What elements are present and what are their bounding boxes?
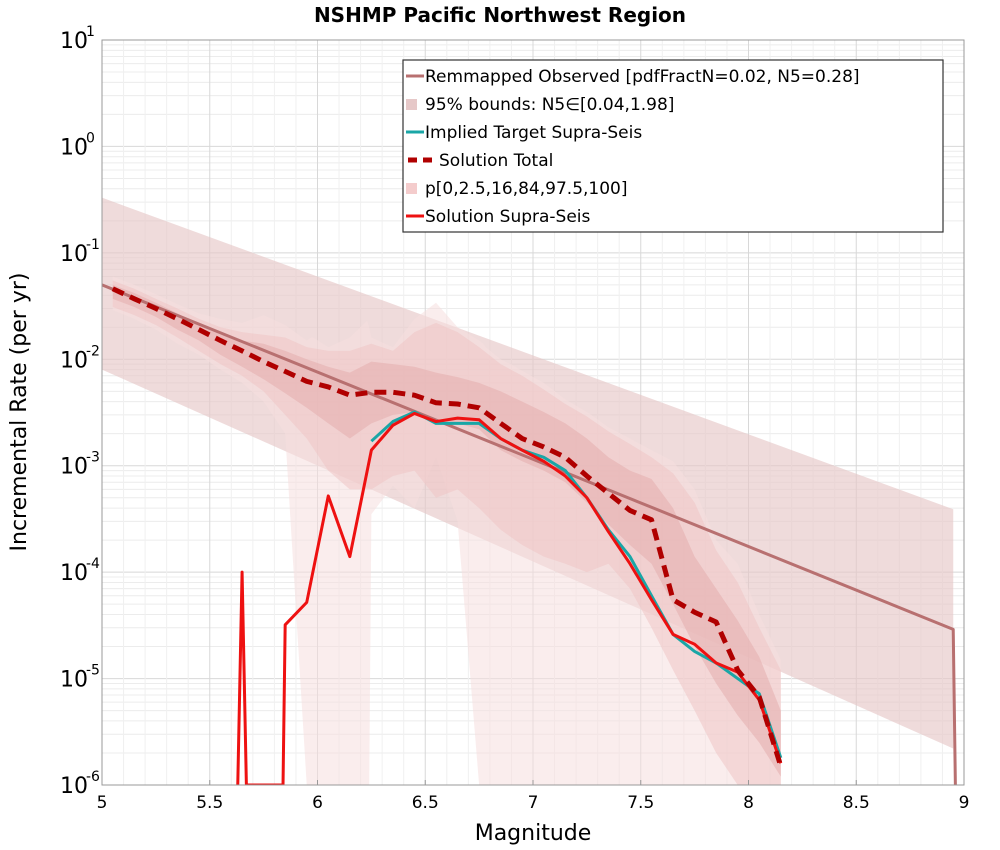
- band-16-84: [112, 284, 781, 777]
- legend: Remmapped Observed [pdfFractN=0.02, N5=0…: [402, 59, 944, 233]
- series-lines: [102, 283, 957, 785]
- y-tick: 10-5: [60, 663, 100, 693]
- series-line-remmapped-observed-pdffractn-0-02-n5-0-28: [102, 283, 957, 785]
- series-line-solution-total: [111, 286, 784, 768]
- x-tick-label: 8: [743, 793, 754, 813]
- legend-swatch: [406, 99, 417, 110]
- legend-label: Solution Supra-Seis: [425, 207, 591, 227]
- y-tick-base: 10: [60, 561, 88, 586]
- y-axis-label: Incremental Rate (per yr): [7, 273, 32, 552]
- y-tick: 10-1: [60, 237, 100, 267]
- bands: [102, 197, 954, 785]
- y-tick-exponent: -1: [86, 237, 100, 253]
- legend-item: p[0,2.5,16,84,97.5,100]: [406, 179, 628, 199]
- legend-label: Implied Target Supra-Seis: [425, 123, 642, 143]
- y-tick: 101: [60, 24, 95, 54]
- y-tick-base: 10: [60, 29, 88, 54]
- band-2-5-97-5: [112, 280, 781, 785]
- x-tick-label: 7: [528, 793, 539, 813]
- x-axis-label: Magnitude: [475, 821, 592, 846]
- x-axis-ticks: 5 5.5 6 6.5 7 7.5 8 8.5 9: [97, 780, 970, 813]
- legend-label: Solution Total: [439, 151, 553, 171]
- y-tick-exponent: -6: [86, 769, 100, 785]
- y-tick-base: 10: [60, 348, 88, 373]
- x-tick-label: 6.5: [412, 793, 439, 813]
- y-tick: 10-6: [60, 769, 100, 799]
- chart-title: NSHMP Pacific Northwest Region: [314, 3, 686, 27]
- y-tick: 10-4: [60, 556, 100, 586]
- legend-box: [402, 59, 944, 233]
- y-tick-base: 10: [60, 455, 88, 480]
- y-tick: 10-2: [60, 343, 100, 373]
- y-tick-exponent: -2: [86, 343, 100, 359]
- legend-label: p[0,2.5,16,84,97.5,100]: [425, 179, 628, 199]
- x-tick-label: 6: [312, 793, 323, 813]
- legend-item: Solution Supra-Seis: [406, 207, 591, 227]
- legend-label: 95% bounds: N5∈[0.04,1.98]: [425, 95, 674, 115]
- y-tick-exponent: -3: [86, 450, 100, 466]
- legend-item: Implied Target Supra-Seis: [406, 123, 642, 143]
- y-tick-exponent: -5: [86, 663, 100, 679]
- legend-swatch: [406, 183, 417, 194]
- legend-item: Remmapped Observed [pdfFractN=0.02, N5=0…: [406, 67, 860, 87]
- y-tick-exponent: -4: [86, 556, 100, 572]
- x-tick-label: 7.5: [627, 793, 654, 813]
- y-tick-exponent: 1: [86, 24, 95, 40]
- x-tick-label: 8.5: [843, 793, 870, 813]
- y-tick-base: 10: [60, 668, 88, 693]
- x-tick-label: 9: [959, 793, 970, 813]
- y-tick: 100: [60, 130, 95, 160]
- legend-item: 95% bounds: N5∈[0.04,1.98]: [406, 95, 674, 115]
- legend-item: Solution Total: [408, 151, 553, 171]
- y-tick-base: 10: [60, 242, 88, 267]
- legend-label: Remmapped Observed [pdfFractN=0.02, N5=0…: [425, 67, 860, 87]
- y-tick-exponent: 0: [86, 130, 95, 146]
- x-tick-label: 5: [97, 793, 108, 813]
- series-line-solution-supra-seis: [236, 411, 783, 785]
- y-tick-base: 10: [60, 774, 88, 799]
- x-tick-label: 5.5: [196, 793, 223, 813]
- y-tick-base: 10: [60, 135, 88, 160]
- y-tick: 10-3: [60, 450, 100, 480]
